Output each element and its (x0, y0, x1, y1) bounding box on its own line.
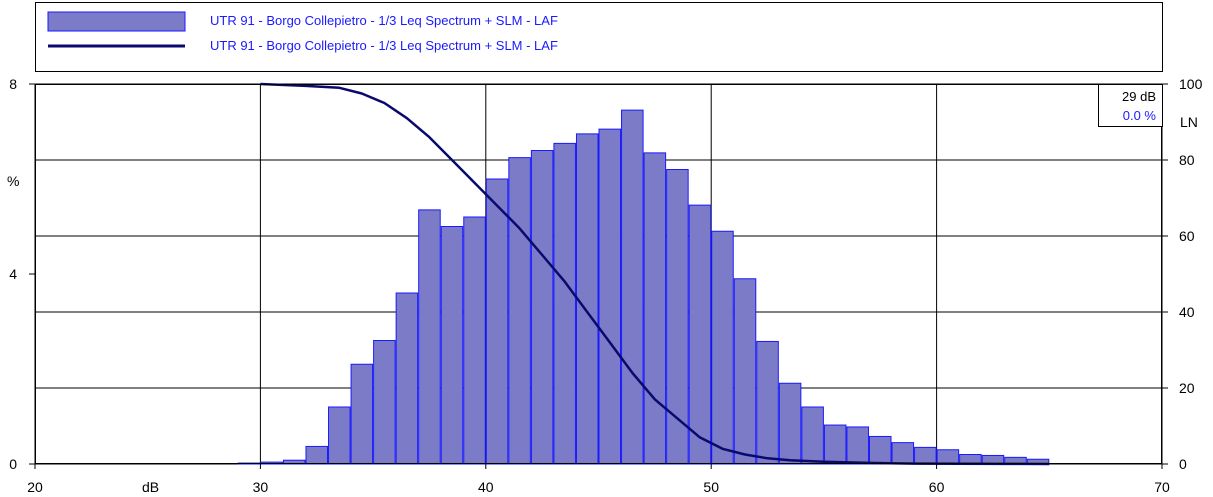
histogram-bar (891, 442, 915, 465)
histogram-bar (733, 278, 757, 465)
histogram-bar (305, 445, 329, 465)
histogram-bar (936, 449, 960, 465)
legend-label-bars: UTR 91 - Borgo Collepietro - 1/3 Leq Spe… (210, 13, 558, 28)
y-right-tick-label-80: 80 (1179, 152, 1195, 168)
x-tick-label-30: 30 (253, 479, 269, 495)
histogram-bar (643, 152, 667, 465)
y-left-tick-label-4: 4 (9, 266, 17, 282)
x-tick-label-60: 60 (929, 479, 945, 495)
x-axis-unit-label: dB (142, 479, 159, 495)
chart-legend: UTR 91 - Borgo Collepietro - 1/3 Leq Spe… (35, 2, 1163, 72)
histogram-bar (688, 204, 712, 465)
legend-box (35, 2, 1163, 72)
info-box: 29 dB 0.0 % (1098, 84, 1163, 127)
histogram-bar (508, 157, 531, 465)
histogram-bar (801, 406, 824, 465)
x-tick-label-70: 70 (1154, 479, 1170, 495)
cumulative-line (260, 82, 1050, 466)
y-right-tick-label-60: 60 (1179, 228, 1195, 244)
histogram-bar (530, 150, 554, 465)
y-right-tick-label-40: 40 (1179, 304, 1195, 320)
x-tick-label-20: 20 (27, 479, 43, 495)
y-right-tick-label-100: 100 (1179, 76, 1203, 92)
histogram-bar (711, 230, 734, 465)
histogram-bar (395, 292, 419, 465)
info-box-frame (1098, 84, 1163, 127)
plot-frame (35, 84, 1162, 464)
histogram-bar (440, 226, 464, 465)
legend-swatch-bars (47, 11, 186, 32)
cumulative-curve (260, 82, 1050, 466)
histogram-bar (823, 424, 847, 465)
x-tick-label-40: 40 (478, 479, 494, 495)
histogram-bar (621, 109, 644, 465)
histogram-bar (350, 363, 374, 465)
left-axis-label: % (7, 173, 19, 189)
histogram-bar (373, 340, 396, 465)
histogram-bar (756, 340, 779, 465)
plot-border (35, 84, 1162, 464)
histogram-bar (914, 446, 937, 465)
histogram-bar (846, 426, 869, 465)
right-axis-label: LN (1180, 114, 1198, 130)
histogram-bar (418, 209, 441, 465)
x-tick-label-50: 50 (703, 479, 719, 495)
histogram-bars (237, 109, 1050, 465)
info-percent-value: 0.0 % (1123, 108, 1157, 123)
legend-label-line: UTR 91 - Borgo Collepietro - 1/3 Leq Spe… (210, 38, 558, 53)
info-level-value: 29 dB (1122, 89, 1156, 104)
y-right-tick-label-0: 0 (1179, 456, 1187, 472)
histogram-bar (598, 128, 622, 465)
y-left-tick-label-0: 0 (9, 456, 17, 472)
histogram-bar (868, 435, 892, 465)
y-right-tick-label-20: 20 (1179, 380, 1195, 396)
y-left-tick-label-8: 8 (9, 76, 17, 92)
histogram-bar (553, 142, 576, 465)
histogram-bar (485, 178, 509, 465)
histogram-bar (463, 216, 486, 465)
histogram-bar (778, 382, 802, 465)
histogram-bar (575, 133, 599, 465)
histogram-bar (328, 406, 351, 465)
